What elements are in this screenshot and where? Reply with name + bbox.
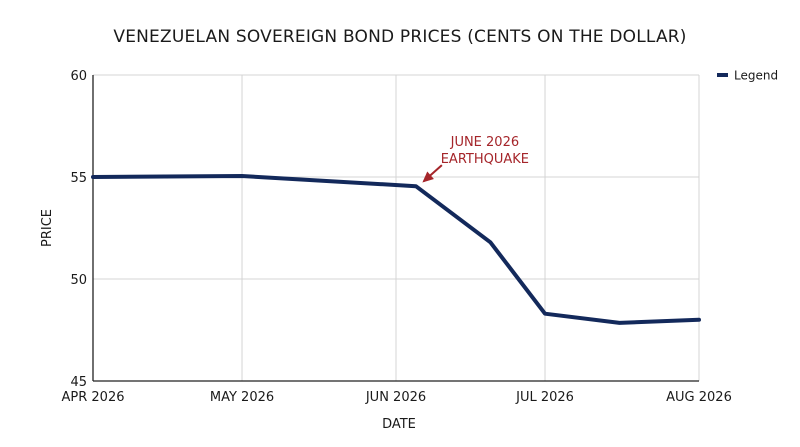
x-tick-label: JUN 2026 [365,390,426,405]
y-tick-label: 55 [70,171,87,186]
x-tick-label: AUG 2026 [666,390,732,405]
y-tick-label: 60 [70,69,87,84]
gridlines [93,74,700,381]
axes [92,75,699,382]
annotation-text: EARTHQUAKE [441,152,529,167]
annotation: JUNE 2026 EARTHQUAKE [422,135,529,183]
legend: Legend [717,69,778,83]
annotation-layer: JUNE 2026 EARTHQUAKE [422,135,529,183]
annotation-arrow-head [422,171,434,183]
tick-labels: 45 50 55 60 APR 2026 MAY 2026 JUN 2026 JUL 2026… [62,69,732,405]
x-tick-label: MAY 2026 [210,390,274,405]
legend-label: Legend [734,69,778,83]
series-layer [91,174,701,325]
annotation-text: JUNE 2026 [450,135,520,150]
legend-swatch [717,73,728,77]
x-tick-label: APR 2026 [62,390,125,405]
y-axis-title: PRICE [40,209,55,247]
x-tick-label: JUL 2026 [515,390,574,405]
y-tick-label: 45 [70,375,87,390]
x-axis-title: DATE [382,417,416,432]
chart-title: VENEZUELAN SOVEREIGN BOND PRICES (CENTS … [113,27,686,47]
y-tick-label: 50 [70,273,87,288]
